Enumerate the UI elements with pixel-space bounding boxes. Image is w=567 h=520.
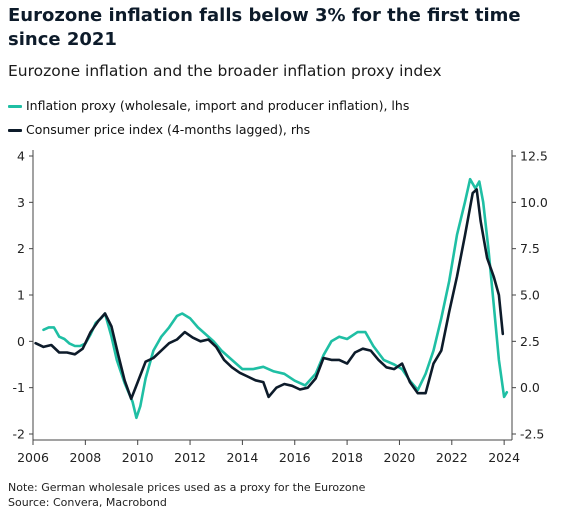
- legend-label-cpi: Consumer price index (4-months lagged), …: [26, 122, 311, 137]
- x-tick-label: 2022: [436, 450, 468, 465]
- x-tick-label: 2020: [384, 450, 416, 465]
- y-tick-label-left: 0: [17, 334, 25, 349]
- y-tick-label-left: 3: [17, 195, 25, 210]
- y-tick-label-left: -2: [13, 427, 25, 442]
- x-tick-label: 2010: [122, 450, 154, 465]
- x-tick-label: 2016: [279, 450, 311, 465]
- y-tick-label-right: 2.5: [520, 334, 540, 349]
- y-tick-label-left: 2: [17, 241, 25, 256]
- x-tick-label: 2012: [174, 450, 206, 465]
- y-tick-label-left: 4: [17, 149, 25, 164]
- y-tick-label-right: 7.5: [520, 241, 540, 256]
- chart-note: Note: German wholesale prices used as a …: [8, 480, 365, 510]
- y-tick-label-right: 5.0: [520, 288, 540, 303]
- y-tick-label-right: 12.5: [520, 149, 548, 164]
- legend-swatch-cpi: [8, 128, 22, 132]
- note-text: Note: German wholesale prices used as a …: [8, 481, 366, 494]
- x-tick-label: 2008: [69, 450, 101, 465]
- legend: Inflation proxy (wholesale, import and p…: [8, 94, 409, 142]
- x-tick-label: 2014: [226, 450, 258, 465]
- source-text: Source: Convera, Macrobond: [8, 496, 167, 509]
- x-tick-label: 2018: [331, 450, 363, 465]
- series-line-cpi: [34, 188, 505, 401]
- chart-title: Eurozone inflation falls below 3% for th…: [8, 5, 521, 50]
- line-chart: 4 3 2 1 0 -1 -2 12.5 10.0 7.5 5.0 2.5 0.0 -2.5 2006 200…: [13, 149, 548, 466]
- y-tick-label-right: 10.0: [520, 195, 548, 210]
- y-tick-label-right: -2.5: [520, 427, 544, 442]
- legend-swatch-proxy: [8, 104, 22, 108]
- series-line-proxy: [42, 177, 509, 420]
- y-tick-label-right: 0.0: [520, 380, 540, 395]
- chart-subtitle: Eurozone inflation and the broader infla…: [8, 62, 442, 80]
- legend-label-proxy: Inflation proxy (wholesale, import and p…: [26, 98, 410, 113]
- x-tick-label: 2006: [17, 450, 49, 465]
- y-tick-label-left: -1: [13, 380, 25, 395]
- legend-item-proxy: Inflation proxy (wholesale, import and p…: [8, 94, 409, 118]
- x-tick-label: 2024: [488, 450, 520, 465]
- legend-item-cpi: Consumer price index (4-months lagged), …: [8, 118, 409, 142]
- y-tick-label-left: 1: [17, 288, 25, 303]
